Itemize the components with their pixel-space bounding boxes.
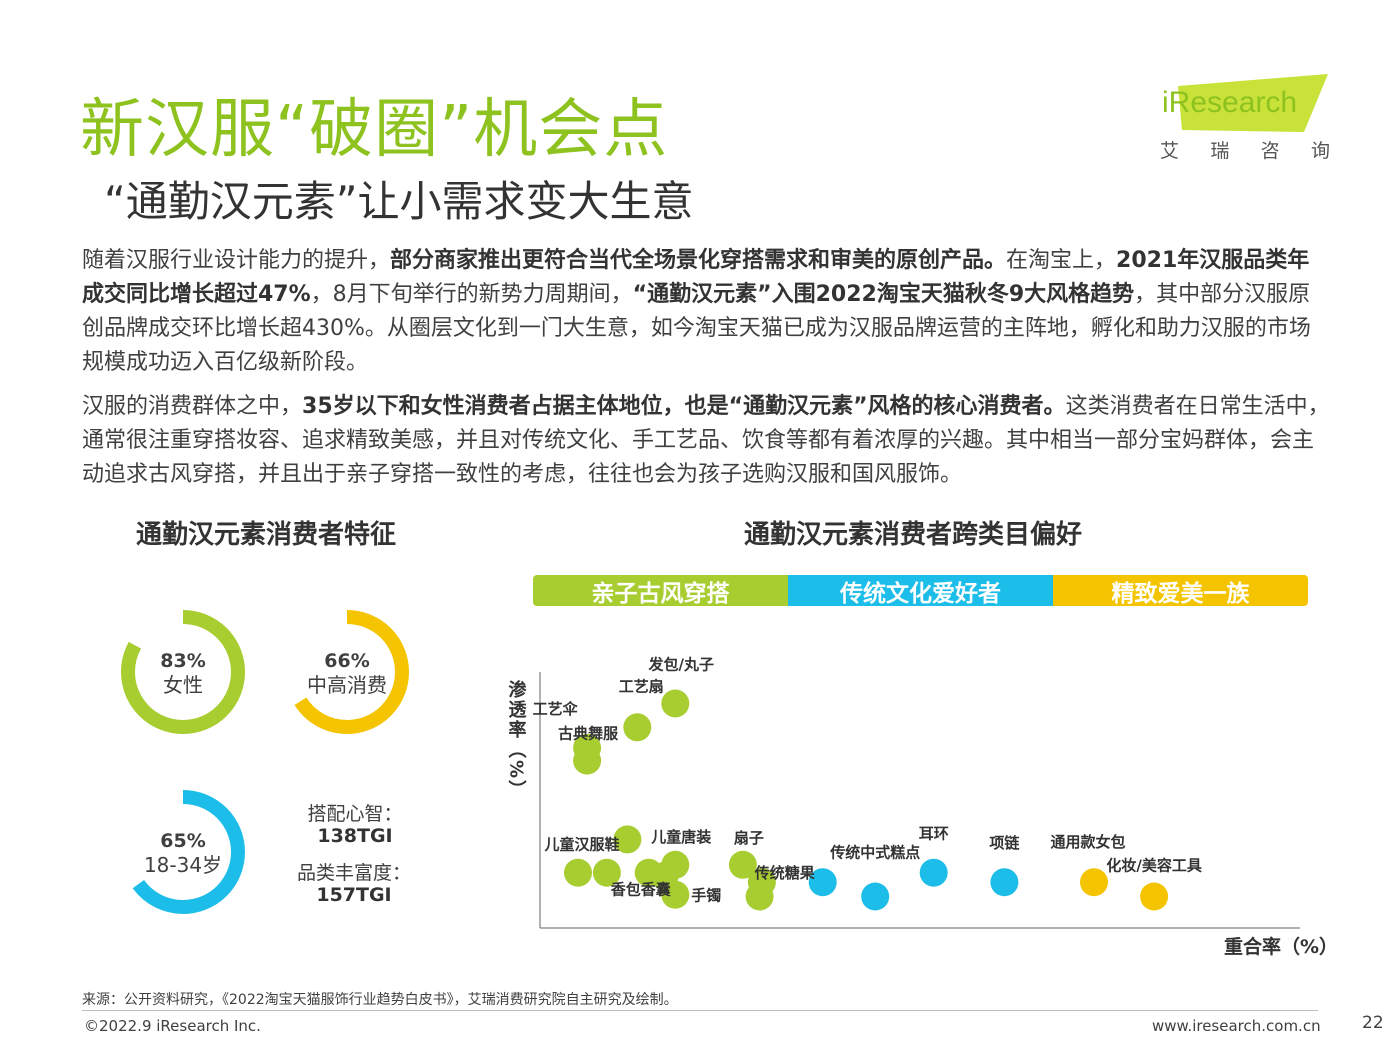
source-note: 来源：公开资料研究，《2022淘宝天猫服饰行业趋势白皮书》，艾瑞消费研究院自主研… — [82, 992, 678, 1008]
point-label: 手镯 — [691, 887, 721, 905]
point-label: 扇子 — [734, 829, 764, 847]
logo-band-shape — [1178, 74, 1328, 132]
text-run: ，其中部分汉服原创品牌成交环比增长超430%。从圈层文化到一门大生意，如今淘宝天… — [82, 282, 1311, 375]
ring-high-spending: 66% 中高消费 — [282, 607, 412, 741]
ring-caption: 18-34岁 — [143, 853, 223, 877]
logo-char: 咨 — [1260, 140, 1280, 162]
point-label: 儿童汉服鞋 — [543, 836, 619, 854]
text-run: 在淘宝上， — [1006, 248, 1117, 273]
bold-run: 35岁以下和女性消费者占据主体地位，也是“通勤汉元素”风格的核心消费者。 — [302, 394, 1066, 419]
point-label: 工艺扇 — [619, 677, 664, 695]
scatter-point — [1140, 882, 1169, 911]
tgi-label: 品类丰富度： — [296, 862, 411, 884]
text-run: 随着汉服行业设计能力的提升， — [82, 248, 391, 273]
page-title: 新汉服“破圈”机会点 — [80, 93, 669, 167]
bold-run: 2021年汉服品类年成交同比增长超过47% — [82, 248, 1310, 307]
ring-label: 66% 中高消费 — [282, 649, 412, 697]
footer-divider — [82, 1010, 1318, 1011]
scatter-point — [745, 882, 774, 911]
point-label: 传统中式糕点 — [829, 844, 920, 862]
ring-percent: 83% — [160, 650, 206, 672]
point-label: 耳环 — [919, 825, 949, 843]
ring-chart — [285, 610, 409, 734]
scatter-point — [592, 858, 621, 887]
ring-label: 83% 女性 — [118, 649, 248, 697]
logo: iResearch 艾 瑞 咨 询 — [1156, 74, 1332, 164]
point-label: 化妆/美容工具 — [1106, 857, 1201, 875]
category-band: 亲子古风穿搭 传统文化爱好者 精致爱美一族 — [533, 575, 1308, 606]
point-label: 工艺伞 — [533, 700, 579, 718]
page-number: 22 — [1362, 1013, 1384, 1033]
scatter-point — [661, 880, 690, 909]
y-axis-label: 渗透率（%） — [506, 679, 527, 800]
bold-run: 部分商家推出更符合当代全场景化穿搭需求和审美的原创产品。 — [390, 248, 1007, 273]
x-axis-label: 重合率（%） — [1224, 935, 1338, 958]
ring-percent: 65% — [160, 830, 206, 852]
website-link[interactable]: www.iresearch.com.cn — [1152, 1017, 1321, 1035]
page-subtitle: “通勤汉元素”让小需求变大生意 — [104, 177, 694, 226]
ring-label: 65% 18-34岁 — [118, 829, 248, 877]
chart-title: 通勤汉元素消费者跨类目偏好 — [744, 520, 1083, 550]
point-label: 发包/丸子 — [648, 656, 714, 674]
tgi-richness: 品类丰富度： 157TGI — [284, 862, 424, 906]
tgi-matching: 搭配心智： 138TGI — [290, 803, 420, 847]
ring-caption: 中高消费 — [307, 673, 387, 697]
ring-female: 83% 女性 — [118, 607, 248, 741]
scatter-point — [861, 882, 890, 911]
intro-paragraph: 随着汉服行业设计能力的提升，部分商家推出更符合当代全场景化穿搭需求和审美的原创产… — [82, 244, 1330, 380]
point-label: 香包香囊 — [611, 881, 672, 899]
logo-char: 艾 — [1160, 140, 1180, 162]
ring-age-18-34: 65% 18-34岁 — [118, 787, 248, 921]
point-label: 儿童唐装 — [650, 828, 712, 846]
scatter-point — [661, 689, 690, 718]
scatter-point — [661, 850, 690, 879]
scatter-point — [728, 850, 757, 879]
text-run: 这类消费者在日常生活中，通常很注重穿搭妆容、追求精致美感，并且对传统文化、手工艺… — [82, 394, 1330, 487]
scatter-point — [919, 858, 948, 887]
tgi-value: 157TGI — [316, 884, 392, 906]
scatter-point — [573, 746, 602, 775]
tgi-value: 138TGI — [317, 825, 393, 847]
band-traditional-culture: 传统文化爱好者 — [788, 575, 1053, 606]
logo-chinese: 艾 瑞 咨 询 — [1160, 136, 1330, 163]
scatter-points — [564, 689, 1169, 911]
scatter-point — [1080, 868, 1108, 897]
scatter-point — [564, 858, 592, 887]
scatter-point — [613, 825, 642, 854]
point-label: 项链 — [989, 834, 1020, 852]
ring-chart — [121, 790, 245, 914]
logo-char: 询 — [1310, 140, 1330, 162]
point-label: 通用款女包 — [1050, 833, 1125, 851]
band-beauty: 精致爱美一族 — [1053, 575, 1308, 606]
scatter-point — [808, 868, 837, 897]
text-run: 汉服的消费群体之中， — [82, 394, 303, 419]
text-run: ，8月下旬举行的新势力周期间， — [310, 282, 633, 307]
ring-chart — [121, 610, 245, 734]
tgi-label: 搭配心智： — [307, 803, 403, 825]
copyright: ©2022.9 iResearch Inc. — [84, 1017, 261, 1035]
band-parent-child: 亲子古风穿搭 — [533, 575, 788, 606]
logo-wordmark: iResearch — [1162, 86, 1298, 119]
bold-run: “通勤汉元素”入围2022淘宝天猫秋冬9大风格趋势 — [632, 282, 1135, 307]
point-label: 古典舞服 — [558, 725, 619, 743]
ring-caption: 女性 — [163, 673, 203, 697]
consumer-traits-title: 通勤汉元素消费者特征 — [136, 520, 397, 550]
consumer-paragraph: 汉服的消费群体之中，35岁以下和女性消费者占据主体地位，也是“通勤汉元素”风格的… — [82, 390, 1330, 492]
scatter-point — [990, 868, 1019, 897]
logo-char: 瑞 — [1210, 140, 1230, 162]
scatter-point — [623, 713, 652, 742]
point-label: 传统糖果 — [754, 864, 816, 882]
ring-percent: 66% — [324, 650, 370, 672]
